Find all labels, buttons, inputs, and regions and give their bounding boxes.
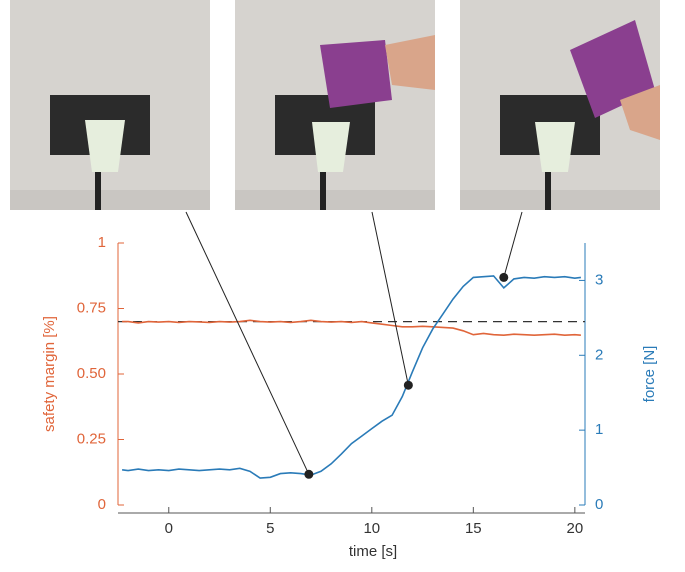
y2-axis-label: force [N] (641, 346, 658, 403)
y2-tick-label: 2 (595, 346, 603, 363)
y-tick-label: 0 (98, 496, 106, 513)
photo (10, 0, 210, 210)
x-tick-label: 10 (363, 520, 380, 537)
y-tick-label: 0.50 (77, 365, 106, 382)
x-axis-label: time [s] (349, 543, 397, 560)
highlight-point (403, 380, 413, 390)
y-tick-label: 0.25 (77, 430, 106, 447)
highlight-point (304, 469, 314, 479)
y2-tick-label: 3 (595, 271, 603, 288)
y-axis-label: safety margin [%] (41, 316, 58, 432)
connector (503, 211, 523, 278)
y2-tick-label: 1 (595, 421, 603, 438)
connector (185, 211, 310, 475)
y-tick-label: 0.75 (77, 299, 106, 316)
y2-tick-label: 0 (595, 496, 603, 513)
photo (460, 0, 660, 210)
photo (235, 0, 435, 210)
highlight-point (499, 272, 509, 282)
x-tick-label: 0 (165, 520, 173, 537)
x-tick-label: 5 (266, 520, 274, 537)
series-line (122, 319, 581, 337)
x-tick-label: 20 (567, 520, 584, 537)
series-line (121, 275, 582, 479)
connector (371, 211, 409, 386)
x-tick-label: 15 (465, 520, 482, 537)
y-tick-label: 1 (98, 234, 106, 251)
